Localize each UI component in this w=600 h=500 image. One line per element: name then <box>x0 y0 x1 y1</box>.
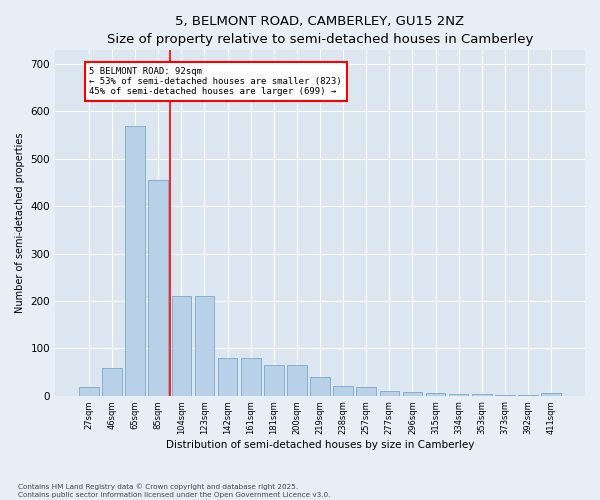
Text: Contains HM Land Registry data © Crown copyright and database right 2025.
Contai: Contains HM Land Registry data © Crown c… <box>18 484 331 498</box>
Bar <box>426 393 445 396</box>
Bar <box>218 358 238 396</box>
Bar <box>403 392 422 396</box>
Bar <box>264 365 284 396</box>
Bar <box>79 387 99 396</box>
Bar <box>380 391 399 396</box>
Bar <box>102 368 122 396</box>
Bar <box>449 394 469 396</box>
Bar <box>125 126 145 396</box>
Bar <box>334 386 353 396</box>
Bar <box>518 394 538 396</box>
Bar <box>241 358 260 396</box>
X-axis label: Distribution of semi-detached houses by size in Camberley: Distribution of semi-detached houses by … <box>166 440 474 450</box>
Bar <box>356 387 376 396</box>
Bar <box>148 180 168 396</box>
Bar <box>472 394 491 396</box>
Bar <box>541 393 561 396</box>
Text: 5 BELMONT ROAD: 92sqm
← 53% of semi-detached houses are smaller (823)
45% of sem: 5 BELMONT ROAD: 92sqm ← 53% of semi-deta… <box>89 66 342 96</box>
Bar <box>287 365 307 396</box>
Bar <box>310 376 330 396</box>
Bar <box>172 296 191 396</box>
Bar <box>194 296 214 396</box>
Bar <box>495 394 515 396</box>
Y-axis label: Number of semi-detached properties: Number of semi-detached properties <box>15 132 25 313</box>
Title: 5, BELMONT ROAD, CAMBERLEY, GU15 2NZ
Size of property relative to semi-detached : 5, BELMONT ROAD, CAMBERLEY, GU15 2NZ Siz… <box>107 15 533 46</box>
